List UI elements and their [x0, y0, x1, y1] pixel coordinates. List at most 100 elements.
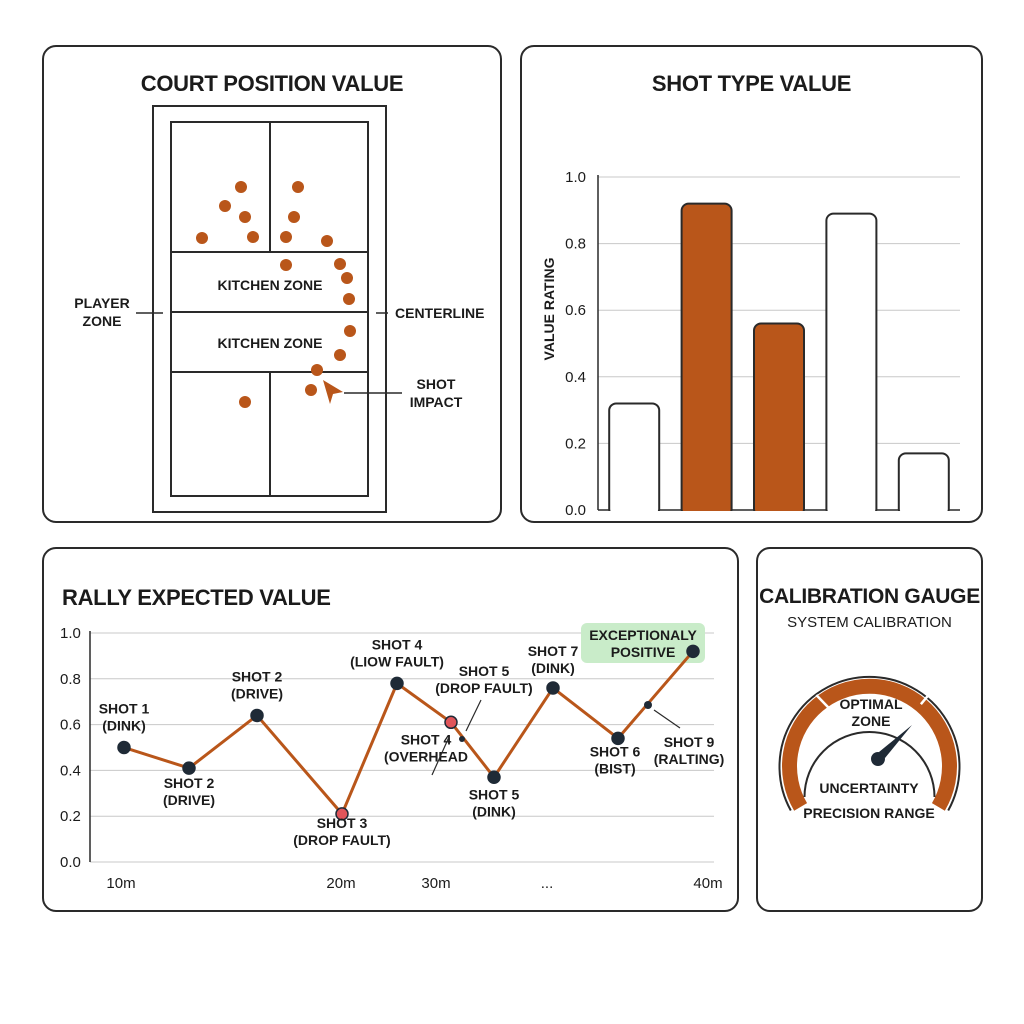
shot-impact-label-line1: SHOT — [417, 376, 456, 392]
y-tick-label: 0.6 — [565, 302, 586, 319]
point-label-line2: (OVERHEAD — [384, 748, 468, 764]
rally-point — [390, 676, 404, 691]
x-tick-label: DRIVE — [684, 522, 730, 523]
court-dot — [292, 181, 304, 193]
court-position-dots — [196, 181, 356, 408]
y-tick-label: 0.0 — [60, 854, 81, 871]
court-dot — [239, 211, 251, 223]
shot-type-title: SHOT TYPE VALUE — [651, 71, 852, 96]
baseline-mask — [599, 511, 961, 519]
court-dot — [196, 232, 208, 244]
rally-annotation-arrows — [431, 699, 681, 776]
shot5-drop-label-line2: (DROP FAULT) — [435, 680, 532, 696]
rally-point — [686, 644, 700, 659]
x-tick-label: ... — [541, 875, 554, 892]
point-label-line1: SHOT 4 — [401, 731, 452, 747]
court-outer-border — [152, 105, 387, 513]
court-dot — [235, 181, 247, 193]
player-zone-label-line1: PLAYER — [74, 295, 130, 311]
point-label-line2: (BIST) — [594, 760, 635, 776]
point-label-line2: (DROP FAULT) — [293, 832, 390, 848]
x-tick-label: 30m — [421, 875, 450, 892]
gauge-inner-ring — [803, 731, 936, 798]
court-dot — [288, 211, 300, 223]
optimal-zone-line1: OPTIMAL — [840, 696, 903, 712]
x-tick-label: 40m — [693, 875, 722, 892]
point-label-line1: SHOT 2 — [232, 668, 283, 684]
court-dot — [334, 258, 346, 270]
rally-point — [487, 770, 501, 785]
x-tick-label: DROP — [613, 522, 656, 523]
kitchen-zone-label-1: KITCHEN ZONE — [218, 277, 323, 293]
shot9-label-line1: SHOT 9 — [664, 734, 715, 750]
rally-point — [444, 715, 458, 730]
bar-overhead — [897, 452, 950, 518]
point-label-line1: SHOT 6 — [590, 743, 641, 759]
gauge-title: CALIBRATION GAUGE — [759, 585, 980, 608]
rally-point — [546, 681, 560, 695]
court-dot — [343, 293, 355, 305]
rally-line-chart: 0.0 0.2 0.4 0.6 0.8 1.0 EXCEPTIONALY POSITIVE… — [60, 623, 725, 892]
y-tick-label: 0.8 — [565, 236, 586, 253]
y-tick-label: 0.8 — [60, 671, 81, 688]
shot4-overhead-pointer — [431, 736, 450, 776]
bar-dink — [753, 322, 805, 517]
shot9-label-line2: (RALTING) — [654, 751, 725, 767]
calibration-gauge-panel: CALIBRATION GAUGE SYSTEM CALIBRATION OPT… — [756, 547, 983, 912]
x-tick-label: 10m — [106, 875, 135, 892]
gauge-arc — [782, 678, 957, 811]
x-tick-label: 20m — [326, 875, 355, 892]
court-diagram: KITCHEN ZONE KITCHEN ZONE PLAYER ZONE CE… — [74, 105, 484, 513]
line-marker-small — [644, 701, 652, 709]
court-position-panel: COURT POSITION VALUE KITCHEN ZONE KITCHE… — [42, 45, 502, 523]
gauge-needle-hub — [871, 752, 885, 766]
calibration-gauge: OPTIMAL ZONE UNCERTAINTY PRECISION RANGE — [778, 675, 961, 821]
point-label-line2: (DRIVE) — [231, 685, 283, 701]
x-tick-label: DINK — [761, 522, 798, 523]
gauge-outer-ring — [778, 675, 961, 811]
point-label-line2: (LIOW FAULT) — [350, 653, 444, 669]
court-dot — [280, 259, 292, 271]
court-dot — [219, 200, 231, 212]
shot5-drop-label-line1: SHOT 5 — [459, 663, 510, 679]
point-label-line1: SHOT 2 — [164, 775, 215, 791]
court-panel-title: COURT POSITION VALUE — [140, 71, 404, 96]
y-tick-label: 0.0 — [565, 502, 586, 519]
rally-point — [335, 807, 349, 821]
rally-point — [117, 740, 131, 755]
shot-type-bar-chart: VALUE RATING 0.0 0.2 0.4 0.6 0.8 1.0 DROP DRIVE… — [541, 169, 966, 523]
shot5-drop-pointer — [465, 699, 482, 732]
court-dot — [247, 231, 259, 243]
y-axis-label: VALUE RATING — [541, 257, 557, 360]
x-tick-label: OVERHEAD — [881, 522, 966, 523]
callout-line2: POSITIVE — [611, 644, 676, 660]
point-label-line2: (DRIVE) — [163, 792, 215, 808]
rally-title: RALLY EXPECTED VALUE — [62, 585, 331, 610]
gauge-subtitle: SYSTEM CALIBRATION — [787, 614, 952, 631]
y-tick-label: 0.2 — [60, 808, 81, 825]
point-label-line1: SHOT 7 — [528, 643, 579, 659]
point-label-line1: SHOT 4 — [372, 636, 423, 652]
shot-impact-arrow-icon — [323, 380, 343, 404]
shot9-pointer — [653, 709, 681, 729]
centerline-label: CENTERLINE — [395, 305, 484, 321]
court-dot — [311, 364, 323, 376]
exceptionally-positive-callout — [581, 623, 705, 663]
rally-expected-value-panel: RALLY EXPECTED VALUE 0.0 0.2 0.4 0.6 0.8 1.0 … — [42, 547, 739, 912]
point-label-line2: (DINK) — [531, 660, 575, 676]
point-label-line1: SHOT 5 — [469, 786, 520, 802]
gauge-needle-icon — [879, 725, 912, 758]
optimal-zone-line2: ZONE — [852, 713, 891, 729]
uncertainty-label: UNCERTAINTY — [819, 780, 919, 796]
line-marker-small — [459, 736, 465, 742]
court-dot — [239, 396, 251, 408]
rally-series-line — [123, 650, 695, 817]
y-tick-label: 1.0 — [565, 169, 586, 186]
y-tick-label: 0.2 — [565, 435, 586, 452]
bar-lob — [825, 212, 878, 517]
shot-impact-label-line2: IMPACT — [410, 394, 463, 410]
court-dot — [341, 272, 353, 284]
callout-line1: EXCEPTIONALY — [589, 627, 697, 643]
court-dot — [280, 231, 292, 243]
y-tick-label: 0.4 — [565, 369, 586, 386]
